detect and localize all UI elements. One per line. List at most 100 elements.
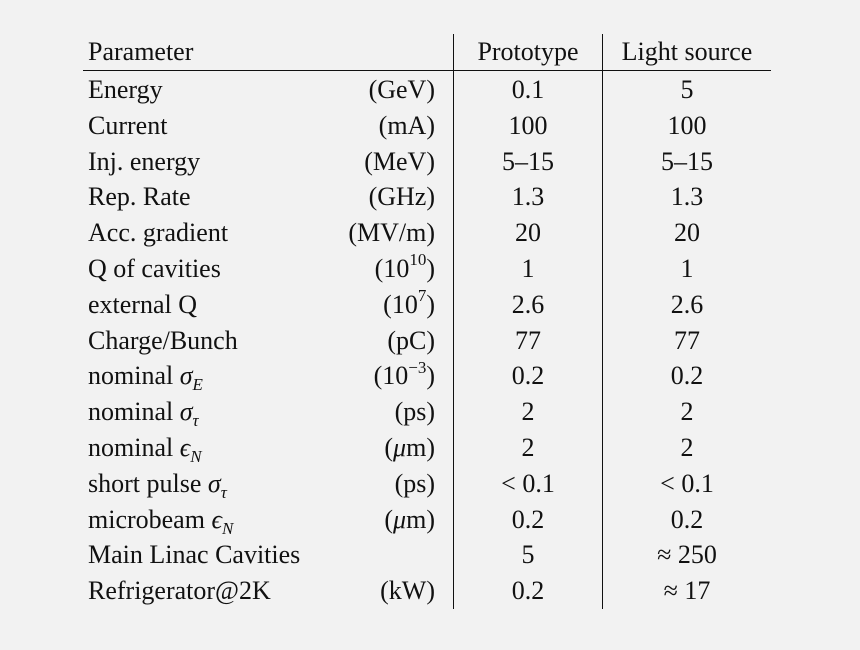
header-parameter: Parameter [88, 37, 194, 67]
param-unit: (pC) [387, 325, 435, 355]
light-source-value: 2 [602, 394, 771, 430]
unit-mu: μ [393, 432, 407, 462]
param-name-text: short pulse [88, 468, 202, 498]
param-unit: (ps) [394, 397, 435, 427]
param-unit: (10−3) [373, 357, 435, 391]
light-source-value: 2 [602, 429, 771, 466]
param-name: Refrigerator@2K [88, 576, 271, 606]
param-unit: (MeV) [364, 146, 435, 176]
light-source-value: < 0.1 [602, 465, 771, 502]
param-unit: (GHz) [368, 182, 435, 212]
light-source-value: ≈ 250 [602, 537, 771, 574]
light-source-value: 100 [602, 107, 771, 144]
math-symbol: ϵ [211, 504, 222, 534]
param-name-text: nominal [88, 397, 174, 427]
table-row: Refrigerator@2K (kW) 0.2 ≈ 17 [83, 573, 771, 609]
param-unit: (107) [383, 286, 435, 319]
param-name: Charge/Bunch [88, 325, 238, 355]
unit-rest: m) [406, 432, 435, 462]
prototype-value: 0.1 [453, 70, 603, 108]
table-row: microbeam ϵN (μm) 0.2 0.2 [83, 501, 771, 538]
param-unit: (μm) [384, 504, 435, 534]
prototype-value: 5–15 [453, 143, 603, 180]
prototype-value: 20 [453, 215, 603, 251]
light-source-value: 5–15 [602, 143, 771, 180]
light-source-value: ≈ 17 [602, 573, 771, 609]
light-source-value: 20 [602, 215, 771, 251]
math-subscript: N [221, 518, 234, 538]
light-source-value: 2.6 [602, 286, 771, 323]
param-name: external Q [88, 289, 198, 319]
math-subscript: τ [220, 482, 227, 502]
param-name: Main Linac Cavities [88, 540, 301, 570]
math-symbol: σ [179, 397, 193, 427]
param-name: Acc. gradient [88, 218, 229, 248]
table-row: Energy (GeV) 0.1 5 [83, 70, 771, 108]
unit-exponent: 10 [409, 250, 427, 270]
math-symbol: ϵ [179, 432, 191, 462]
param-name: Current [88, 110, 168, 140]
prototype-value: 2.6 [453, 286, 603, 323]
light-source-value: 5 [602, 70, 771, 108]
prototype-value: 1.3 [453, 179, 603, 216]
param-name: Energy [88, 75, 163, 104]
param-name-text: microbeam [88, 504, 205, 534]
param-unit: (kW) [380, 576, 435, 606]
light-source-value: 1.3 [602, 179, 771, 216]
prototype-value: 2 [453, 394, 603, 430]
table-row: nominal στ (ps) 2 2 [83, 394, 771, 430]
param-name-text: nominal [88, 432, 174, 462]
math-subscript: τ [192, 411, 199, 431]
header-row: Parameter Prototype Light source [83, 34, 771, 71]
param-unit: (mA) [378, 110, 435, 140]
light-source-value: 0.2 [602, 501, 771, 538]
table-row: Q of cavities (1010) 1 1 [83, 250, 771, 287]
math-symbol: σ [207, 468, 221, 498]
prototype-value: 0.2 [453, 573, 603, 609]
table-row: Rep. Rate (GHz) 1.3 1.3 [83, 179, 771, 216]
light-source-value: 1 [602, 250, 771, 287]
math-subscript: N [190, 447, 202, 467]
param-name: short pulse στ [83, 466, 330, 502]
param-name: nominal ϵN [83, 430, 330, 466]
math-subscript: E [192, 375, 203, 395]
prototype-value: 1 [453, 250, 603, 287]
param-name: Rep. Rate [88, 182, 191, 212]
unit-exponent: −3 [408, 357, 427, 377]
light-source-value: 0.2 [602, 358, 771, 395]
prototype-value: 5 [453, 537, 603, 574]
prototype-value: 0.2 [453, 501, 603, 538]
table-row: Inj. energy (MeV) 5–15 5–15 [83, 143, 771, 180]
header-prototype: Prototype [453, 34, 603, 71]
prototype-value: < 0.1 [453, 465, 603, 502]
table-row: Acc. gradient (MV/m) 20 20 [83, 215, 771, 251]
param-name: microbeam ϵN [83, 502, 330, 538]
table-row: nominal σE (10−3) 0.2 0.2 [83, 357, 771, 395]
param-name: Q of cavities [88, 253, 221, 283]
param-name: nominal στ [83, 394, 330, 430]
param-unit: (GeV) [368, 75, 435, 104]
table-row: Main Linac Cavities 5 ≈ 250 [83, 537, 771, 574]
parameter-table: Parameter Prototype Light source Energy … [83, 34, 771, 609]
prototype-value: 100 [453, 107, 603, 144]
table-row: external Q (107) 2.6 2.6 [83, 286, 771, 323]
unit-exponent: 7 [417, 286, 427, 306]
unit-mu: μ [393, 504, 407, 534]
unit-base: 10 [383, 253, 410, 283]
prototype-value: 0.2 [453, 358, 603, 395]
table-row: nominal ϵN (μm) 2 2 [83, 429, 771, 466]
math-symbol: σ [179, 361, 193, 391]
table-row: Current (mA) 100 100 [83, 107, 771, 144]
table-row: Charge/Bunch (pC) 77 77 [83, 322, 771, 359]
param-unit [330, 537, 454, 573]
param-unit: (1010) [374, 250, 435, 283]
param-name-text: nominal [88, 361, 174, 391]
prototype-value: 77 [453, 322, 603, 359]
table-row: short pulse στ (ps) < 0.1 < 0.1 [83, 465, 771, 502]
prototype-value: 2 [453, 429, 603, 466]
param-unit: (MV/m) [348, 218, 435, 248]
param-unit: (μm) [384, 432, 435, 462]
light-source-value: 77 [602, 322, 771, 359]
unit-rest: m) [406, 504, 435, 534]
